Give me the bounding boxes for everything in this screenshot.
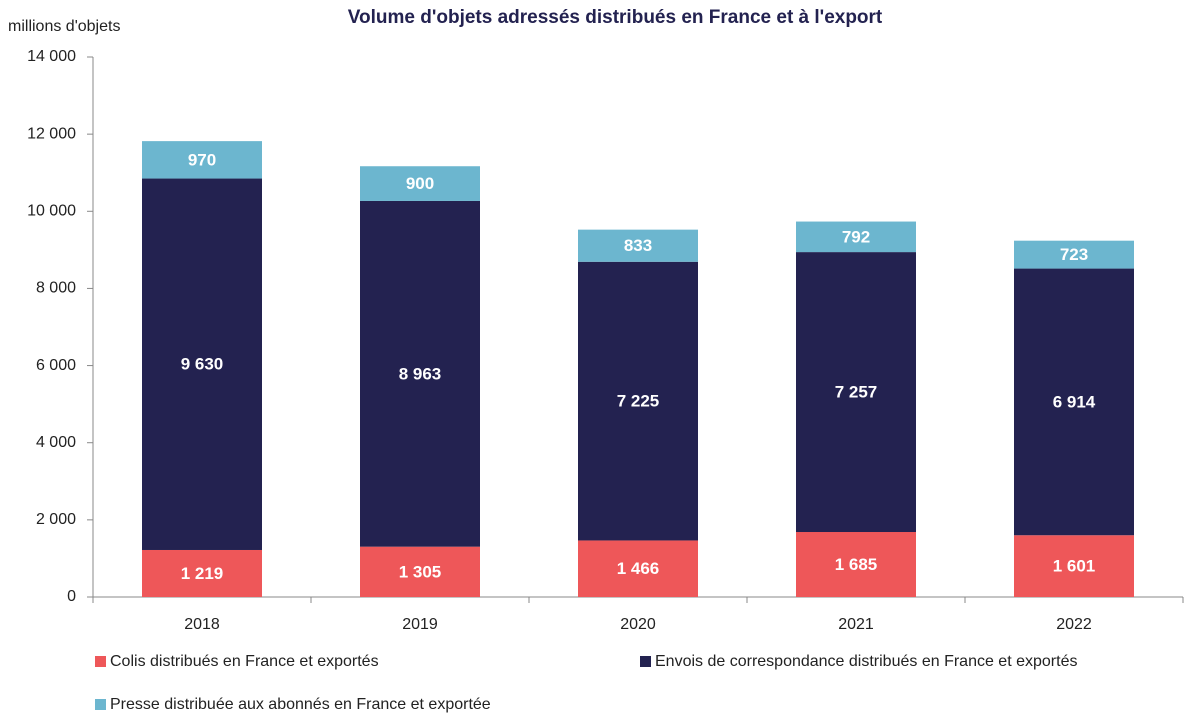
data-label: 1 685 xyxy=(835,555,878,574)
x-tick-label: 2022 xyxy=(1056,616,1092,633)
data-label: 7 225 xyxy=(617,392,660,411)
bar-segment xyxy=(360,546,480,597)
y-tick-label: 10 000 xyxy=(27,203,76,220)
y-tick-label: 2 000 xyxy=(36,511,76,528)
data-label: 6 914 xyxy=(1053,392,1096,411)
legend-label: Envois de correspondance distribués en F… xyxy=(655,653,1077,670)
legend-label: Presse distribuée aux abonnés en France … xyxy=(110,696,491,713)
bar-segment xyxy=(360,166,480,201)
bar-segment xyxy=(796,252,916,533)
legend-label: Colis distribués en France et exportés xyxy=(110,653,379,670)
data-label: 9 630 xyxy=(181,355,224,374)
bar-segment xyxy=(142,178,262,550)
y-tick-label: 4 000 xyxy=(36,434,76,451)
bar-segment xyxy=(142,549,262,597)
data-label: 833 xyxy=(624,236,652,255)
bar-segment xyxy=(360,200,480,547)
y-tick-label: 6 000 xyxy=(36,357,76,374)
data-label: 1 466 xyxy=(617,559,660,578)
y-tick-label: 14 000 xyxy=(27,48,76,65)
data-label: 8 963 xyxy=(399,364,442,383)
chart-title: Volume d'objets adressés distribués en F… xyxy=(348,7,883,28)
x-tick-label: 2018 xyxy=(184,616,220,633)
bar-segment xyxy=(796,221,916,253)
data-label: 1 305 xyxy=(399,562,442,581)
legend-swatch xyxy=(640,656,651,667)
x-tick-label: 2021 xyxy=(838,616,874,633)
y-tick-label: 8 000 xyxy=(36,280,76,297)
legend-swatch xyxy=(95,656,106,667)
data-label: 970 xyxy=(188,150,216,169)
data-label: 900 xyxy=(406,174,434,193)
y-axis-title: millions d'objets xyxy=(8,18,120,35)
bar-segment xyxy=(578,229,698,262)
data-label: 792 xyxy=(842,227,870,246)
legend-swatch xyxy=(95,699,106,710)
x-tick-label: 2020 xyxy=(620,616,656,633)
data-label: 1 601 xyxy=(1053,557,1096,576)
bar-segment xyxy=(1014,240,1134,269)
bar-segment xyxy=(578,261,698,541)
bar-segment xyxy=(142,141,262,179)
data-label: 723 xyxy=(1060,245,1088,264)
bar-segment xyxy=(1014,535,1134,597)
y-tick-label: 0 xyxy=(67,588,76,605)
bar-segment xyxy=(578,540,698,597)
y-tick-label: 12 000 xyxy=(27,125,76,142)
x-tick-label: 2019 xyxy=(402,616,438,633)
bar-segment xyxy=(796,532,916,597)
data-label: 7 257 xyxy=(835,383,878,402)
data-label: 1 219 xyxy=(181,564,224,583)
bar-segment xyxy=(1014,268,1134,536)
